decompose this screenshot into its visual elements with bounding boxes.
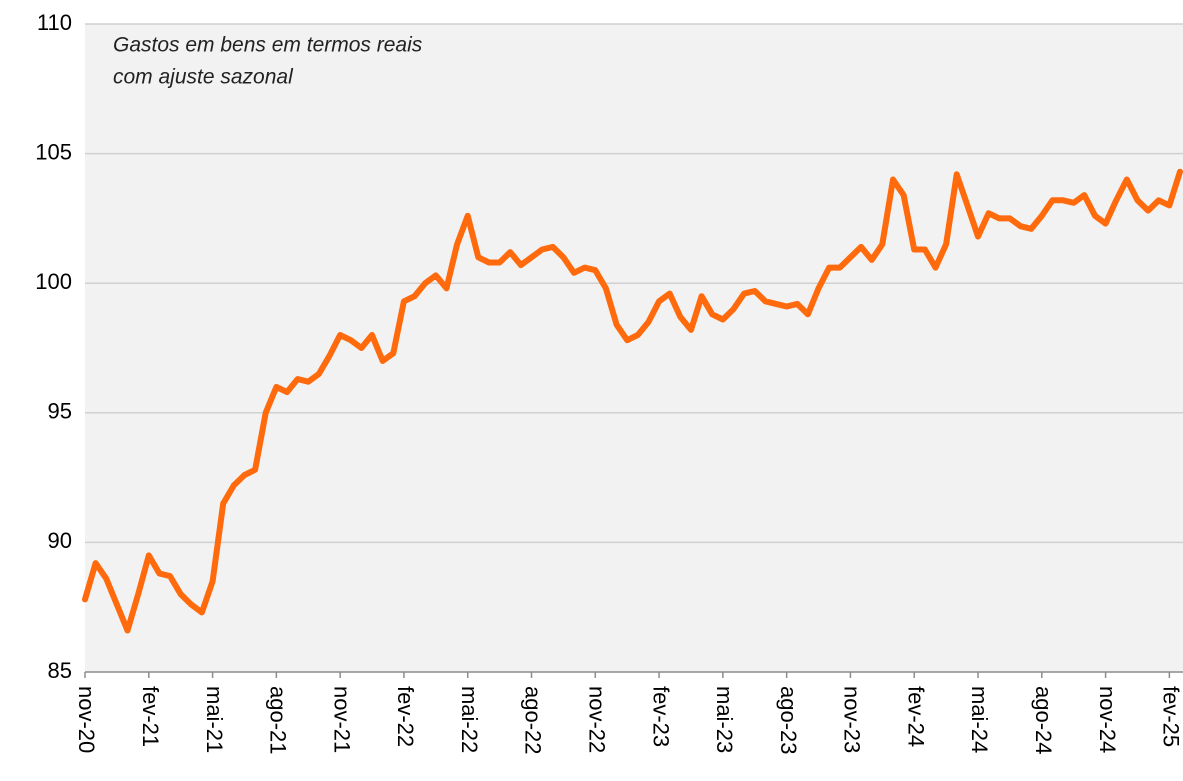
y-tick-label: 95 (48, 399, 72, 424)
x-tick-label: mai-23 (712, 686, 737, 753)
x-tick-label: fev-23 (648, 686, 673, 747)
x-tick-label: nov-21 (329, 686, 354, 753)
annotation: Gastos em bens em termos reais (113, 34, 423, 57)
x-tick-label: fev-24 (903, 686, 928, 747)
x-tick-label: ago-21 (266, 686, 291, 755)
x-tick-label: ago-23 (776, 686, 801, 755)
x-tick-label: fev-21 (138, 686, 163, 747)
x-tick-label: fev-22 (393, 686, 418, 747)
x-tick-label: ago-24 (1031, 686, 1056, 755)
y-tick-label: 85 (48, 658, 72, 683)
x-tick-label: mai-21 (202, 686, 227, 753)
x-tick-label: fev-25 (1159, 686, 1183, 747)
x-tick-label: ago-22 (521, 686, 546, 755)
annotation: com ajuste sazonal (113, 66, 294, 89)
x-tick-label: nov-24 (1095, 686, 1120, 753)
x-tick-label: nov-22 (584, 686, 609, 753)
y-tick-label: 90 (48, 528, 72, 553)
data-line (82, 168, 1183, 634)
y-tick-label: 105 (35, 139, 72, 164)
y-tick-label: 110 (37, 10, 72, 35)
x-tick-label: mai-22 (457, 686, 482, 753)
x-tick-label: nov-23 (840, 686, 865, 753)
y-tick-label: 100 (35, 269, 72, 294)
x-tick-label: nov-20 (74, 686, 99, 753)
x-tick-label: mai-24 (967, 686, 992, 753)
plot-area (85, 24, 1183, 672)
